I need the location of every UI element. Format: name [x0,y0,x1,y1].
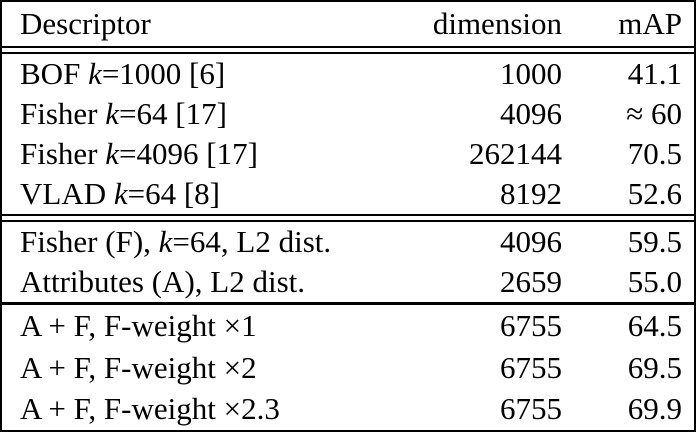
table-row: A + F, F-weight ×2 6755 69.5 [2,347,694,389]
map-cell: 64.5 [627,307,682,343]
column-header-descriptor: Descriptor [20,6,151,41]
table-row: VLAD k=64 [8] 8192 52.6 [2,174,694,214]
descriptor-text: Attributes (A), L2 dist. [20,264,305,299]
descriptor-cell: BOF k=1000 [6] [2,54,392,94]
math-k: k [105,96,120,131]
table-row: Fisher k=64 [17] 4096 ≈ 60 [2,94,694,134]
column-header-dimension: dimension [432,6,562,41]
math-k: k [158,224,173,259]
dimension-cell: 4096 [500,224,562,259]
descriptor-text: BOF [20,56,89,91]
descriptor-cell: Fisher k=64 [17] [2,94,392,134]
table-row: BOF k=1000 [6] 1000 41.1 [2,54,694,94]
descriptor-text: A + F, F-weight ×2 [20,349,257,385]
descriptor-text: VLAD [20,176,114,211]
map-cell: 69.5 [627,349,682,385]
descriptor-text: =4096 [17] [119,136,258,171]
double-rule-separator [2,214,694,222]
map-cell: 70.5 [627,136,682,171]
dimension-cell: 6755 [500,307,562,343]
descriptor-text: =64 [17] [119,96,227,131]
dimension-cell: 6755 [500,349,562,385]
dimension-cell: 6755 [500,391,562,427]
dimension-cell: 8192 [500,176,562,211]
math-k: k [105,136,120,171]
double-rule-separator [2,46,694,54]
descriptor-text: =64, L2 dist. [172,224,332,259]
descriptor-text: A + F, F-weight ×2.3 [20,391,280,427]
table-section-components: Fisher (F), k=64, L2 dist. 4096 59.5 Att… [2,222,694,302]
table-row: A + F, F-weight ×2.3 6755 69.9 [2,388,694,430]
column-header-map: mAP [618,6,682,41]
table-header-row: Descriptor dimension mAP [2,2,694,46]
descriptor-cell: Attributes (A), L2 dist. [2,262,392,302]
descriptor-text: Fisher (F), [20,224,159,259]
descriptor-cell: Fisher k=4096 [17] [2,134,392,174]
dimension-cell: 262144 [469,136,562,171]
single-rule-separator [2,302,694,305]
table-section-baselines: BOF k=1000 [6] 1000 41.1 Fisher k=64 [17… [2,54,694,214]
math-k: k [88,56,102,91]
math-k: k [113,176,128,211]
descriptor-text: =64 [8] [127,176,221,211]
table-row: Fisher (F), k=64, L2 dist. 4096 59.5 [2,222,694,262]
descriptor-cell: A + F, F-weight ×1 [2,306,392,346]
table-row: Attributes (A), L2 dist. 2659 55.0 [2,262,694,302]
descriptor-text: A + F, F-weight ×1 [20,307,257,343]
dimension-cell: 2659 [500,264,562,299]
map-cell: 55.0 [627,264,682,299]
descriptor-text: =1000 [6] [101,56,226,91]
descriptor-cell: A + F, F-weight ×2 [2,348,392,388]
map-cell: 59.5 [627,224,682,259]
descriptor-text: Fisher [20,96,106,131]
descriptor-text: Fisher [20,136,106,171]
dimension-cell: 4096 [500,96,562,131]
descriptor-cell: VLAD k=64 [8] [2,174,392,214]
map-cell: 41.1 [627,56,682,91]
dimension-cell: 1000 [500,56,562,91]
map-cell: 69.9 [627,391,682,427]
table-row: A + F, F-weight ×1 6755 64.5 [2,305,694,347]
table-row: Fisher k=4096 [17] 262144 70.5 [2,134,694,174]
descriptor-cell: A + F, F-weight ×2.3 [2,389,392,429]
descriptor-cell: Fisher (F), k=64, L2 dist. [2,222,392,262]
map-cell: ≈ 60 [626,96,682,131]
table-section-combined: A + F, F-weight ×1 6755 64.5 A + F, F-we… [2,305,694,430]
map-cell: 52.6 [627,176,682,211]
